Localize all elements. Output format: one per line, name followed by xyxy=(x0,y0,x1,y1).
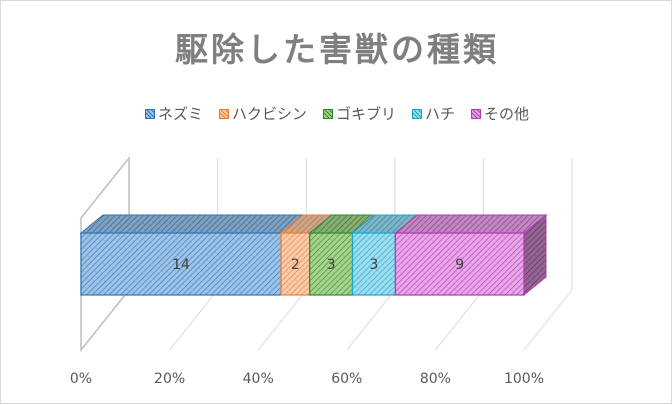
x-tick-label: 80% xyxy=(420,371,451,387)
x-tick-label: 20% xyxy=(154,371,185,387)
x-tick-label: 0% xyxy=(70,371,92,387)
floor-gridline xyxy=(258,290,306,350)
data-label: 9 xyxy=(455,257,464,273)
data-label: 2 xyxy=(291,257,300,273)
bar-top-face xyxy=(81,215,303,233)
data-label: 3 xyxy=(369,257,378,273)
data-label: 14 xyxy=(172,257,190,273)
floor-gridline xyxy=(347,290,395,350)
x-tick-label: 60% xyxy=(331,371,362,387)
floor-gridline xyxy=(524,290,572,350)
x-tick-label: 40% xyxy=(243,371,274,387)
bar-top-face xyxy=(395,215,546,233)
bar-segment: 9 xyxy=(395,215,546,295)
floor-gridline xyxy=(170,290,218,350)
floor-gridline xyxy=(435,290,483,350)
x-tick-label: 100% xyxy=(504,371,544,387)
bar-segment: 14 xyxy=(81,215,303,295)
data-label: 3 xyxy=(327,257,336,273)
